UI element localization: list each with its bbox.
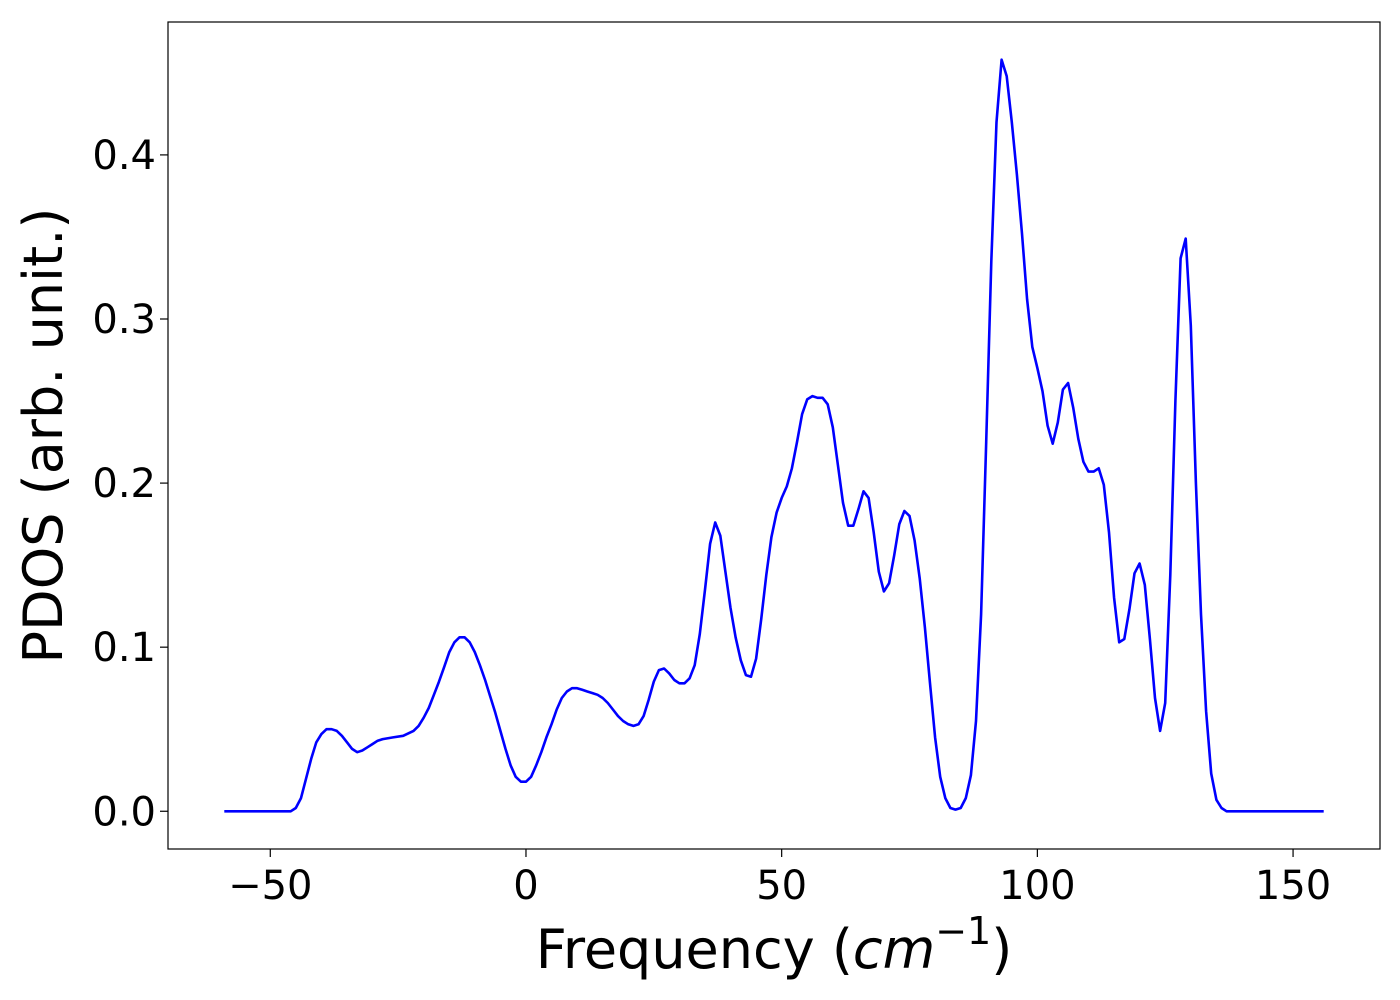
x-tick-label: 150: [1255, 863, 1331, 909]
x-axis-label-close: ): [991, 918, 1012, 981]
pdos-series-line: [224, 58, 1324, 813]
axis-ticks: −50 0 50 100 150 0.0 0.1 0.2 0.3 0.4: [92, 133, 1331, 909]
x-axis-label-text: Frequency (: [536, 918, 853, 981]
y-tick-label: 0.0: [92, 789, 156, 835]
x-tick-label: −50: [228, 863, 312, 909]
y-tick-label: 0.3: [92, 297, 156, 343]
x-tick-label: 50: [756, 863, 807, 909]
plot-frame: [167, 21, 1381, 850]
plot-area: [224, 58, 1324, 813]
y-tick-label: 0.2: [92, 461, 156, 507]
y-tick-label: 0.4: [92, 133, 156, 179]
x-tick-label: 100: [999, 863, 1075, 909]
y-axis-label: PDOS (arb. unit.): [12, 208, 75, 664]
x-axis-label-unit: cm: [853, 918, 935, 981]
x-tick-label: 0: [513, 863, 538, 909]
y-tick-label: 0.1: [92, 625, 156, 671]
x-axis-label: Frequency (cm−1): [536, 909, 1013, 981]
x-axis-label-exponent: −1: [935, 909, 991, 953]
